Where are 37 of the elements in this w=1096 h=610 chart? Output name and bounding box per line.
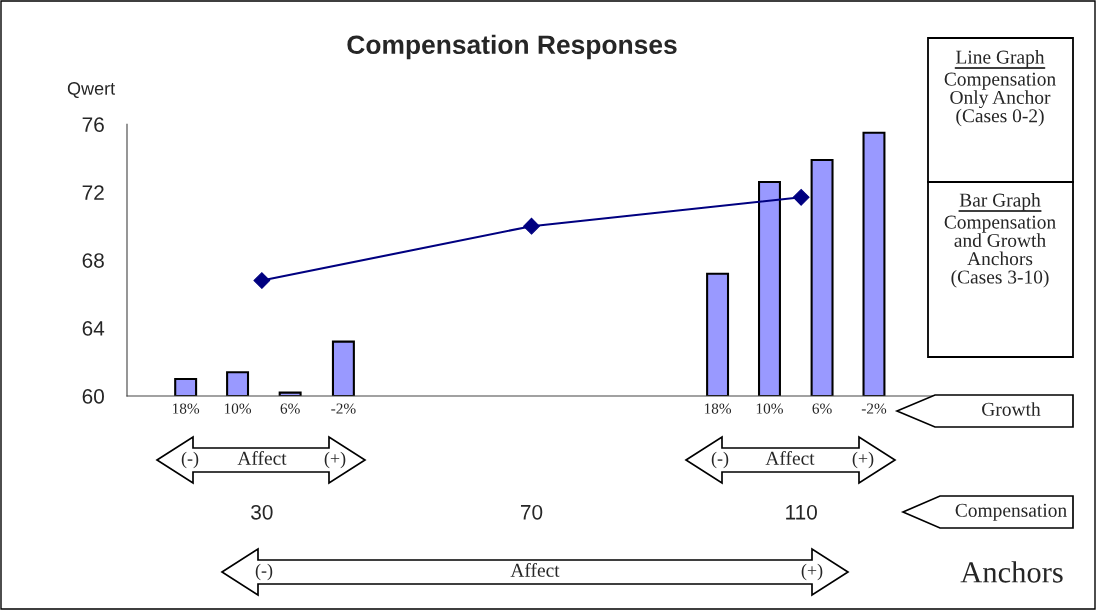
- x-tick-label: 30: [251, 504, 273, 520]
- annotation: 6%: [280, 403, 300, 414]
- point: [523, 217, 540, 235]
- chart-title: Compensation Responses: [347, 34, 677, 60]
- annotation: 10%: [756, 403, 783, 414]
- x-tick-label: 70: [520, 504, 543, 520]
- annotation: 10%: [224, 403, 252, 414]
- text: Affect: [510, 562, 560, 577]
- y-tick-label: 72: [82, 185, 104, 200]
- text: Affect: [765, 450, 815, 465]
- annotation: -2%: [331, 403, 356, 414]
- annotation: 18%: [704, 403, 732, 414]
- text: Growth: [982, 402, 1041, 416]
- y-tick-label: 68: [82, 253, 104, 268]
- text: Anchors: [960, 561, 1063, 583]
- text: Compensation Only Anchor (Cases 0-2): [944, 72, 1056, 127]
- annotation: 6%: [812, 403, 832, 414]
- text: (+): [801, 563, 823, 581]
- y-tick-label: 60: [82, 389, 104, 404]
- annotation: 18%: [172, 403, 200, 414]
- text: Bar Graph: [959, 193, 1041, 211]
- y-axis-title: Qwert: [67, 82, 116, 99]
- x-tick-label: 110: [786, 504, 817, 520]
- y-tick-label: 64: [82, 321, 105, 336]
- text: (-): [711, 451, 729, 469]
- text: Affect: [237, 450, 287, 465]
- text: Line Graph: [956, 50, 1045, 68]
- text: (-): [181, 451, 199, 469]
- y-tick-label: 76: [82, 117, 104, 133]
- text: (-): [255, 563, 273, 581]
- point: [792, 188, 810, 206]
- x-axis-title: Compensation: [955, 503, 1067, 521]
- text: (+): [324, 451, 346, 469]
- annotation: -2%: [861, 403, 887, 414]
- point: [253, 272, 271, 289]
- text: Compensation and Growth Anchors (Cases 3-10): [944, 215, 1056, 288]
- text: (+): [852, 451, 874, 469]
